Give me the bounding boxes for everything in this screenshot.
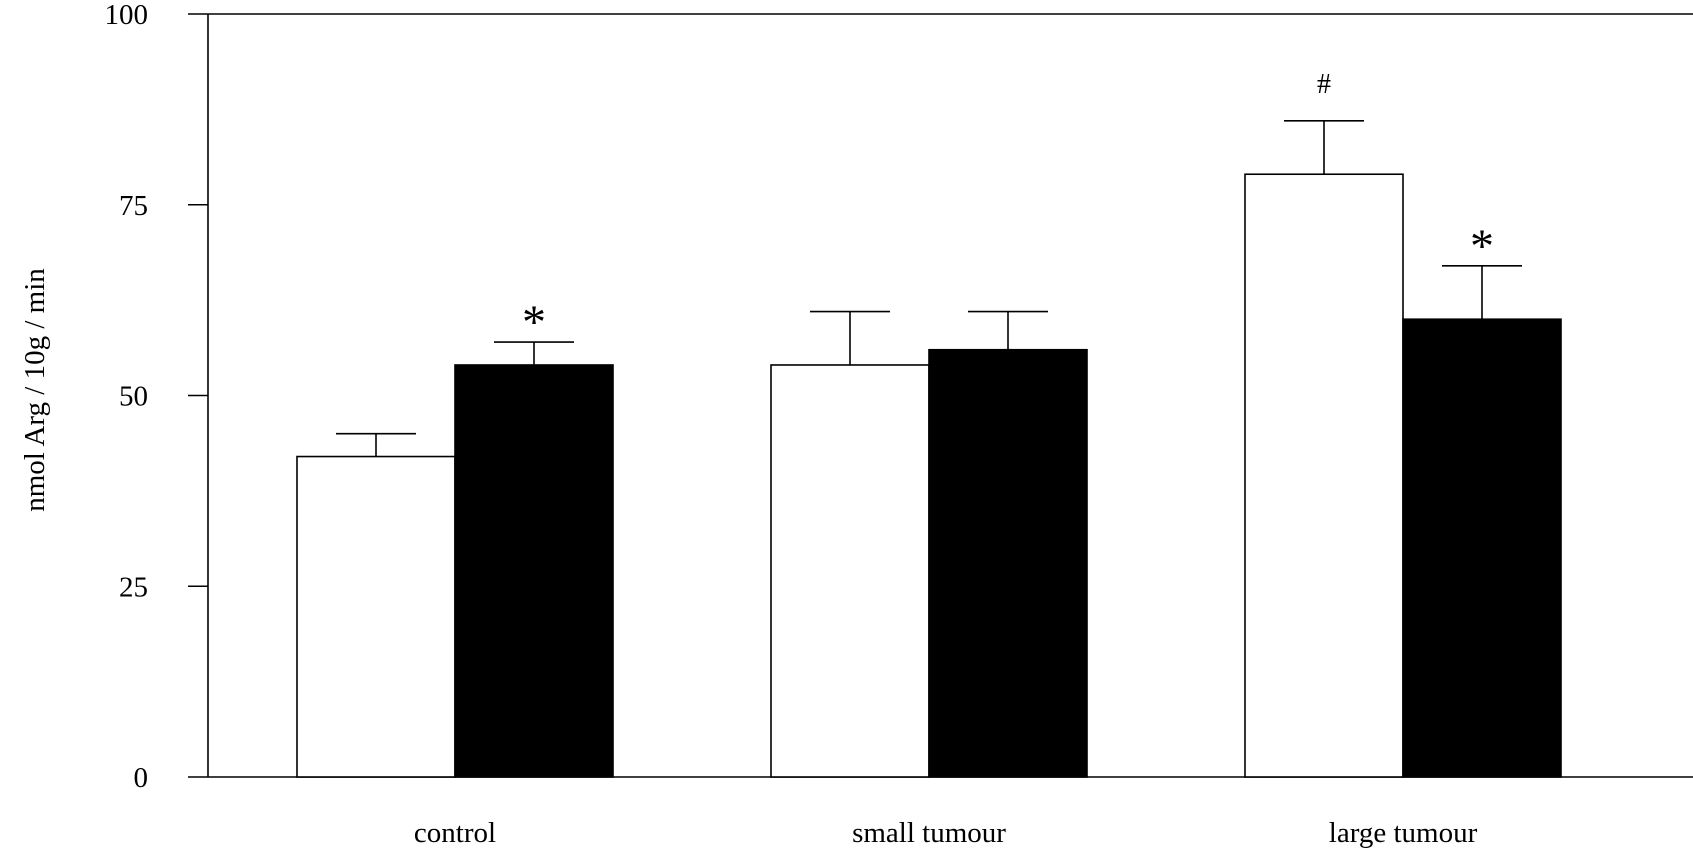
y-tick-label: 75 (119, 190, 148, 222)
y-tick-label: 25 (119, 571, 148, 603)
x-category-label: large tumour (1329, 817, 1478, 849)
significance-marker: # (1317, 69, 1331, 100)
y-axis: 0 25 50 75 100 (105, 0, 208, 794)
x-category-label: small tumour (852, 817, 1006, 849)
x-axis: control small tumour large tumour (414, 817, 1478, 849)
bar (296, 455, 456, 778)
significance-marker: * (1470, 220, 1494, 273)
y-axis-title: nmol Arg / 10g / min (19, 268, 51, 512)
x-category-label: control (414, 817, 496, 849)
significance-marker: * (522, 296, 546, 349)
bars-layer: * # * (296, 69, 1562, 778)
bar (1402, 318, 1562, 778)
y-tick-label: 100 (105, 0, 149, 31)
bar (928, 348, 1088, 778)
bar (1244, 173, 1404, 778)
bar (770, 364, 930, 778)
bar (454, 364, 614, 778)
y-tick-label: 0 (134, 762, 149, 794)
y-tick-label: 50 (119, 381, 148, 413)
